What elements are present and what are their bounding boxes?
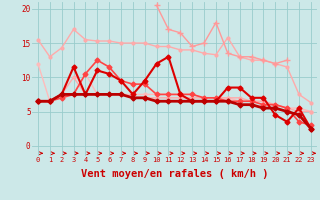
X-axis label: Vent moyen/en rafales ( km/h ): Vent moyen/en rafales ( km/h ) bbox=[81, 169, 268, 179]
